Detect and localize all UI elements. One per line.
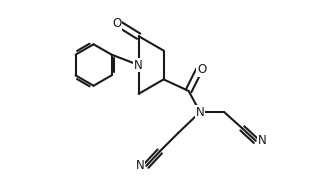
Text: O: O	[197, 63, 207, 76]
Text: O: O	[112, 17, 121, 30]
Text: N: N	[136, 159, 145, 172]
Text: N: N	[134, 59, 143, 72]
Text: N: N	[196, 106, 204, 119]
Text: N: N	[258, 134, 266, 147]
